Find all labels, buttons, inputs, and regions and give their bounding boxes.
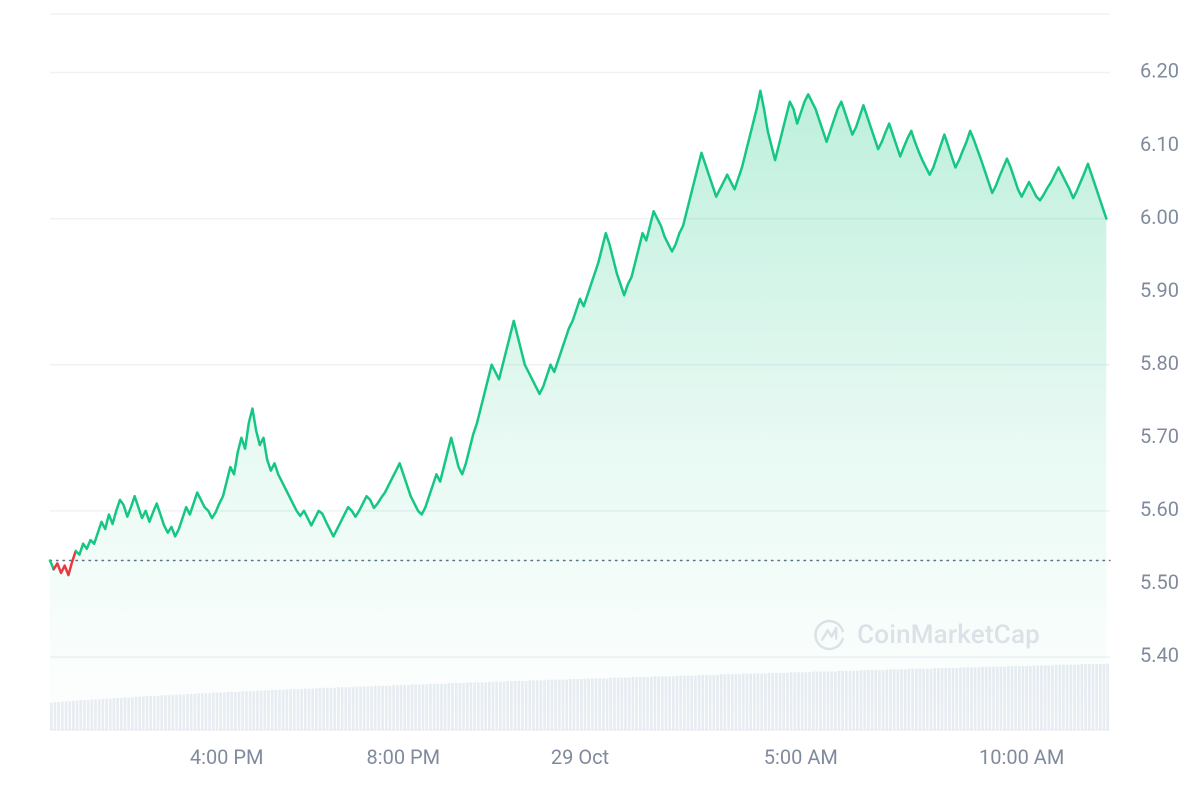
y-axis-label: 5.70 xyxy=(1140,424,1179,448)
y-axis-label: 6.00 xyxy=(1140,205,1179,229)
x-axis-label: 29 Oct xyxy=(551,745,609,769)
chart-svg: 5.40 5.60 5.80 6.00 6.20 5.50 5.70 5.90 6.10 4:00… xyxy=(0,0,1200,800)
y-axis-label: 5.60 xyxy=(1140,497,1179,521)
y-axis-label: 5.80 xyxy=(1140,351,1179,375)
y-axis-label: 6.10 xyxy=(1140,132,1179,156)
y-axis-label: 5.90 xyxy=(1140,278,1179,302)
y-axis-label: 6.20 xyxy=(1140,59,1179,83)
x-axis-label: 4:00 PM xyxy=(190,745,264,769)
price-chart[interactable]: 5.40 5.60 5.80 6.00 6.20 5.50 5.70 5.90 6.10 4:00… xyxy=(0,0,1200,800)
x-axis-label: 5:00 AM xyxy=(764,745,838,769)
y-axis-label: 5.40 xyxy=(1140,643,1179,667)
y-axis-label: 5.50 xyxy=(1140,570,1179,594)
x-axis-label: 8:00 PM xyxy=(367,745,441,769)
x-axis-label: 10:00 AM xyxy=(979,745,1064,769)
